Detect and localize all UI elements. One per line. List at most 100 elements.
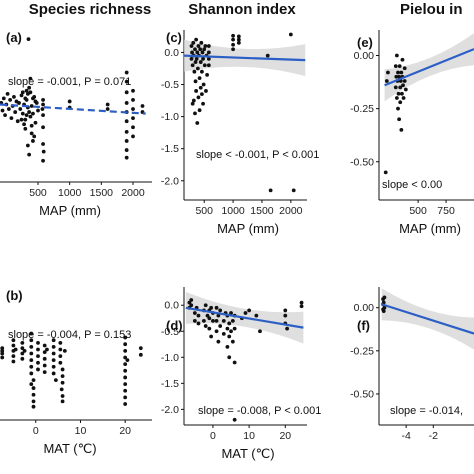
data-point <box>0 355 5 360</box>
data-point <box>41 98 45 102</box>
y-tick-label: -0.25 <box>350 103 374 115</box>
data-point <box>192 69 197 74</box>
data-point <box>201 318 206 323</box>
data-point <box>5 91 10 96</box>
data-point <box>283 308 288 313</box>
data-point <box>243 311 248 315</box>
data-point <box>138 346 143 351</box>
y-tick-label: -0.50 <box>350 156 374 168</box>
data-point <box>60 380 65 385</box>
trend-line <box>0 103 146 115</box>
panel-b: 0 10 20 (b) slope = -0.004, P = 0.153 MAT (℃) <box>0 288 152 456</box>
data-point <box>265 53 270 58</box>
data-point <box>28 114 33 119</box>
data-point <box>124 129 129 134</box>
data-point <box>11 359 16 364</box>
data-point <box>401 96 406 100</box>
data-point <box>216 313 221 318</box>
data-point <box>1 96 6 101</box>
data-point <box>11 343 16 348</box>
data-point <box>400 91 404 96</box>
data-point <box>198 85 203 90</box>
data-point <box>214 329 219 334</box>
data-point <box>283 313 288 318</box>
data-point <box>397 64 402 69</box>
data-point <box>31 139 35 143</box>
y-tick-label: 0.00 <box>354 302 375 314</box>
data-point <box>399 70 404 75</box>
data-point <box>29 371 34 376</box>
panel-label: (c) <box>166 30 182 45</box>
data-point <box>41 102 45 107</box>
data-point <box>60 367 65 372</box>
data-point <box>397 74 402 79</box>
data-point <box>189 298 194 302</box>
y-tick-label: -0.50 <box>350 388 374 400</box>
panel-d: 0.0 -0.5 -1.0 -1.5 -2.0 0 10 20 (d) slope = -0.00… <box>161 287 321 461</box>
data-point <box>29 344 34 349</box>
data-point <box>232 417 237 422</box>
data-point <box>8 98 13 102</box>
data-point <box>201 56 205 61</box>
data-point <box>254 313 259 318</box>
data-point <box>299 300 304 305</box>
data-point <box>32 134 37 139</box>
data-point <box>192 311 197 315</box>
y-tick-label: -2.0 <box>161 404 179 416</box>
panel-a: 500 1000 1500 2000 (a) slope = -0.001, P = 0.… <box>0 30 152 218</box>
y-tick-label: 0.0 <box>164 300 179 312</box>
data-point <box>205 73 209 77</box>
data-point <box>0 348 5 353</box>
data-point <box>123 395 128 400</box>
data-point <box>206 63 211 68</box>
data-point <box>123 368 128 373</box>
data-point <box>396 106 400 111</box>
data-point <box>32 94 37 99</box>
x-tick-label: 20 <box>279 430 291 442</box>
data-point <box>268 188 273 193</box>
data-point <box>33 120 38 125</box>
stat-annotation: slope = -0.008, P < 0.001 <box>198 405 321 417</box>
x-axis-title: MAT (℃) <box>43 441 96 456</box>
data-point <box>45 347 49 352</box>
data-point <box>396 70 400 75</box>
x-tick-label: 10 <box>243 430 255 442</box>
data-point <box>194 37 199 42</box>
data-point <box>199 40 204 45</box>
data-point <box>400 57 405 62</box>
data-point <box>124 79 129 84</box>
data-point <box>189 303 194 308</box>
data-point <box>29 338 34 343</box>
data-point <box>20 351 25 356</box>
data-point <box>232 326 237 331</box>
data-point <box>27 110 32 114</box>
x-tick-label: 1000 <box>58 187 82 199</box>
y-tick-label: -1.0 <box>161 352 179 364</box>
data-point <box>58 340 63 345</box>
data-point <box>123 355 128 360</box>
data-point <box>42 350 47 355</box>
data-point <box>23 117 28 122</box>
data-point <box>29 351 34 356</box>
data-point <box>42 370 47 375</box>
data-point <box>221 318 226 323</box>
data-point <box>51 364 56 369</box>
data-point <box>12 94 16 99</box>
data-point <box>198 47 203 52</box>
data-point <box>206 56 211 61</box>
data-point <box>60 399 65 404</box>
data-point <box>124 148 129 152</box>
x-axis-title: MAP (mm) <box>217 221 279 236</box>
data-point <box>28 76 33 81</box>
data-point <box>29 123 34 128</box>
stat-annotation: slope < 0.00 <box>382 179 442 191</box>
data-point <box>51 344 56 349</box>
data-point <box>42 356 47 361</box>
data-point <box>196 95 201 100</box>
data-point <box>229 311 233 315</box>
data-point <box>51 351 56 356</box>
data-point <box>189 56 194 61</box>
data-point <box>190 63 195 68</box>
data-point <box>41 113 45 118</box>
